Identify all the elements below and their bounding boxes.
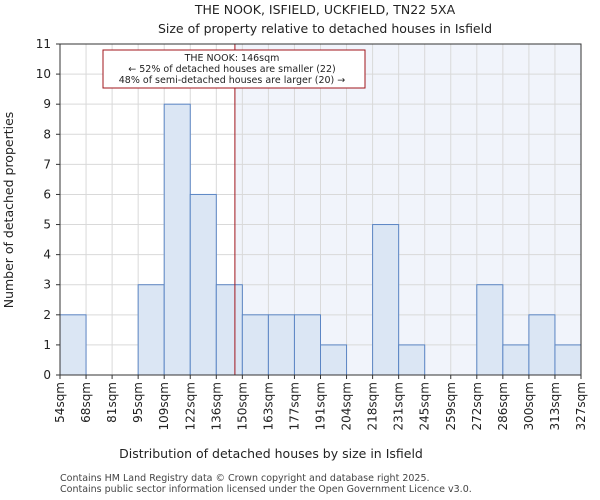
bar	[163, 103, 191, 376]
x-tick-label: 286sqm	[496, 382, 510, 430]
x-tick-label: 81sqm	[105, 382, 119, 423]
x-tick-label: 259sqm	[444, 382, 458, 430]
x-tick-label: 95sqm	[131, 382, 145, 423]
bar	[320, 344, 348, 376]
bar	[267, 314, 295, 376]
annotation-line-1: THE NOOK: 146sqm	[184, 53, 280, 64]
y-tick-label: 7	[43, 157, 51, 171]
bar	[476, 284, 504, 376]
x-tick-label: 272sqm	[470, 382, 484, 430]
x-axis-label: Distribution of detached houses by size …	[119, 446, 423, 461]
y-axis-label: Number of detached properties	[1, 112, 16, 309]
bar	[502, 344, 530, 376]
x-tick-label: 231sqm	[392, 382, 406, 430]
x-tick-label: 177sqm	[287, 382, 301, 430]
y-tick-label: 5	[43, 218, 51, 232]
footer-line-1: Contains HM Land Registry data © Crown c…	[60, 473, 430, 484]
bar	[189, 193, 217, 376]
annotation-box: THE NOOK: 146sqm ← 52% of detached house…	[102, 49, 366, 89]
x-tick-label: 245sqm	[418, 382, 432, 430]
y-tick-label: 1	[43, 338, 51, 352]
bar	[59, 314, 87, 376]
bars	[59, 103, 582, 376]
x-tick-label: 68sqm	[79, 382, 93, 423]
y-tick-label: 11	[36, 37, 51, 51]
x-tick-label: 163sqm	[261, 382, 275, 430]
x-tick-label: 204sqm	[340, 382, 354, 430]
footer-line-2: Contains public sector information licen…	[60, 484, 472, 495]
x-tick-label: 191sqm	[314, 382, 328, 430]
y-tick-label: 2	[43, 308, 51, 322]
y-tick-label: 8	[43, 127, 51, 141]
chart-subtitle: Size of property relative to detached ho…	[158, 21, 492, 36]
bar	[372, 224, 400, 376]
bar	[293, 314, 322, 376]
x-tick-label: 109sqm	[157, 382, 171, 430]
y-tick-label: 9	[43, 97, 51, 111]
y-tick-label: 0	[43, 368, 51, 382]
x-tick-label: 327sqm	[574, 382, 588, 430]
y-ticks: 0 1 2 3 4 5 6 7 8 9 10 11	[36, 37, 60, 382]
y-tick-label: 10	[36, 67, 51, 81]
bar	[528, 314, 556, 376]
x-tick-label: 136sqm	[209, 382, 223, 430]
x-ticks: 54sqm 68sqm 81sqm 95sqm 109sqm 122sqm 136sqm 15…	[53, 375, 588, 430]
x-tick-label: 218sqm	[366, 382, 380, 430]
bar	[554, 344, 582, 376]
y-tick-label: 3	[43, 278, 51, 292]
x-tick-label: 150sqm	[235, 382, 249, 430]
x-tick-label: 122sqm	[183, 382, 197, 430]
y-tick-label: 4	[43, 248, 51, 262]
x-tick-label: 54sqm	[53, 382, 67, 423]
annotation-line-2: ← 52% of detached houses are smaller (22…	[128, 64, 335, 75]
x-tick-label: 300sqm	[522, 382, 536, 430]
chart-title: THE NOOK, ISFIELD, UCKFIELD, TN22 5XA	[194, 2, 456, 17]
x-tick-label: 313sqm	[548, 382, 562, 430]
y-tick-label: 6	[43, 187, 51, 201]
bar	[398, 344, 426, 376]
bar	[241, 314, 269, 376]
bar	[215, 284, 243, 376]
annotation-frame	[102, 49, 366, 89]
annotation-line-3: 48% of semi-detached houses are larger (…	[119, 75, 346, 86]
bar	[137, 284, 165, 376]
